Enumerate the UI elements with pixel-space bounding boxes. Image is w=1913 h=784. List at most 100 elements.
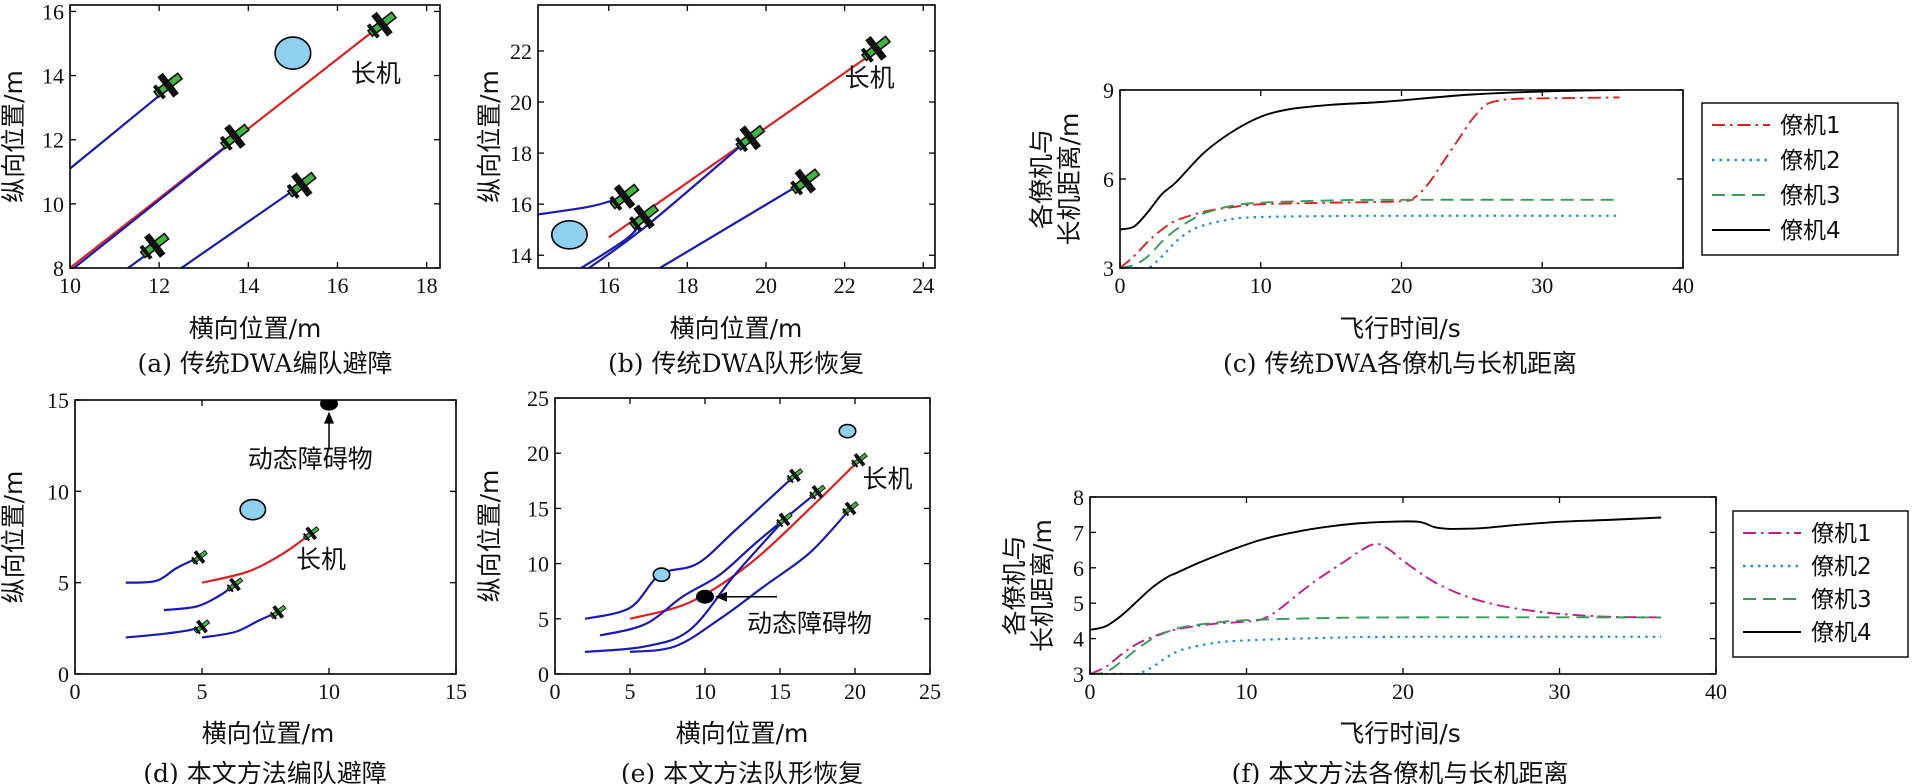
static-obstacle <box>274 36 312 70</box>
leader-trajectory <box>629 459 861 620</box>
aircraft-marker <box>286 171 317 199</box>
legend: 僚机1 僚机2 僚机3 僚机4 <box>1732 510 1909 658</box>
plot-area <box>1120 90 1620 268</box>
aircraft-marker <box>302 526 320 542</box>
x-tick-label: 10 <box>1250 273 1272 298</box>
x-tick-label: 10 <box>59 273 81 298</box>
y-tick-label: 14 <box>42 64 64 89</box>
follower-trajectory <box>125 556 200 584</box>
y-tick-label: 18 <box>510 141 532 166</box>
panel-caption: (b) 传统DWA队形恢复 <box>608 349 864 378</box>
aircraft-tail <box>302 532 311 542</box>
aircraft-wing <box>272 605 285 619</box>
distance-curve <box>1090 542 1662 674</box>
x-tick-label: 20 <box>1391 273 1413 298</box>
y-tick-label: 5 <box>58 571 69 596</box>
y-tick-label: 8 <box>53 256 64 281</box>
distance-curve <box>1090 616 1662 674</box>
x-tick-label: 5 <box>197 679 208 704</box>
aircraft-wing <box>157 72 179 98</box>
annotation-arrowhead <box>324 411 334 424</box>
aircraft-tail <box>269 611 278 620</box>
axes-frame <box>69 4 441 269</box>
aircraft-wing <box>739 125 762 151</box>
y-axis-label-line: 各僚机与 <box>1000 535 1029 635</box>
x-tick-label: 15 <box>445 679 467 704</box>
aircraft-marker <box>786 468 804 484</box>
annotation-arrowhead <box>715 591 727 602</box>
follower-trajectory <box>72 138 236 268</box>
aircraft-wing <box>193 550 206 564</box>
aircraft-marker <box>269 604 287 620</box>
aircraft-tail <box>790 180 804 196</box>
y-tick-label: 6 <box>1073 556 1084 581</box>
aircraft-tail <box>191 556 199 565</box>
x-axis-label: 飞行时间/s <box>1339 314 1460 343</box>
y-tick-label: 20 <box>510 90 532 115</box>
plot-area <box>70 11 398 268</box>
y-axis-label: 各僚机与 长机距离/m <box>1027 113 1084 246</box>
aircraft-wing <box>865 36 887 61</box>
y-tick-label: 14 <box>510 243 532 268</box>
static-obstacle <box>838 423 857 439</box>
panel-caption: (e) 本文方法队形恢复 <box>621 759 863 784</box>
aircraft-wing <box>613 184 636 209</box>
aircraft-wing <box>789 468 801 483</box>
y-tick-label: 12 <box>42 128 64 153</box>
panel-caption: (d) 本文方法编队避障 <box>143 759 386 784</box>
y-tick-label: 25 <box>527 386 549 411</box>
y-tick-label: 16 <box>42 0 64 24</box>
x-tick-label: 40 <box>1672 273 1694 298</box>
x-tick-label: 0 <box>1085 679 1096 704</box>
aircraft-marker <box>809 484 826 500</box>
aircraft-marker <box>735 124 766 153</box>
y-axis-label: 纵向位置/m <box>475 470 504 603</box>
axes-frame <box>74 399 457 675</box>
aircraft-tail <box>609 195 623 211</box>
aircraft-marker <box>842 501 859 517</box>
aircraft-tail <box>809 491 817 500</box>
y-axis-label: 各僚机与 长机距离/m <box>1000 519 1057 652</box>
aircraft-tail <box>851 459 859 468</box>
y-axis-label: 纵向位置/m <box>475 70 504 203</box>
panel-caption: (a) 传统DWA编队避障 <box>138 349 393 378</box>
annotation-text: 长机 <box>845 64 895 93</box>
annotation-text: 长机 <box>863 464 913 493</box>
aircraft-wing <box>811 484 824 499</box>
aircraft-tail <box>786 474 794 484</box>
follower-trajectory <box>125 625 203 639</box>
static-obstacle <box>550 219 588 250</box>
annotation-text: 动态障碍物 <box>248 445 373 474</box>
aircraft-tail <box>139 244 153 260</box>
aircraft-tail <box>366 23 380 39</box>
legend: 僚机1 僚机2 僚机3 僚机4 <box>1701 102 1899 256</box>
static-obstacle <box>652 567 671 583</box>
legend-label: 僚机4 <box>1780 218 1841 244</box>
follower-trajectory <box>659 180 806 268</box>
distance-curve <box>1090 635 1662 674</box>
aircraft-marker <box>366 11 398 39</box>
aircraft-marker <box>193 619 211 635</box>
follower-trajectory <box>584 474 796 620</box>
x-tick-label: 20 <box>844 679 866 704</box>
x-tick-label: 24 <box>912 273 934 298</box>
aircraft-marker <box>139 232 170 260</box>
y-tick-label: 22 <box>510 39 532 64</box>
plot-area <box>1090 516 1662 674</box>
legend-label: 僚机2 <box>1811 554 1872 580</box>
follower-trajectory <box>70 87 169 170</box>
plot-area <box>584 423 868 653</box>
annotation-text: 动态障碍物 <box>747 609 872 638</box>
aircraft-tail <box>776 518 784 528</box>
x-tick-label: 10 <box>694 679 716 704</box>
distance-curve <box>1120 214 1620 268</box>
y-axis-label-line: 各僚机与 <box>1027 129 1056 229</box>
panel-caption: (c) 传统DWA各僚机与长机距离 <box>1223 349 1577 378</box>
plot-area <box>538 35 892 268</box>
y-tick-label: 0 <box>538 662 549 687</box>
y-tick-label: 7 <box>1073 520 1084 545</box>
static-obstacle <box>239 498 267 521</box>
annotation-text: 长机 <box>351 59 401 88</box>
x-axis-label: 横向位置/m <box>676 719 809 748</box>
